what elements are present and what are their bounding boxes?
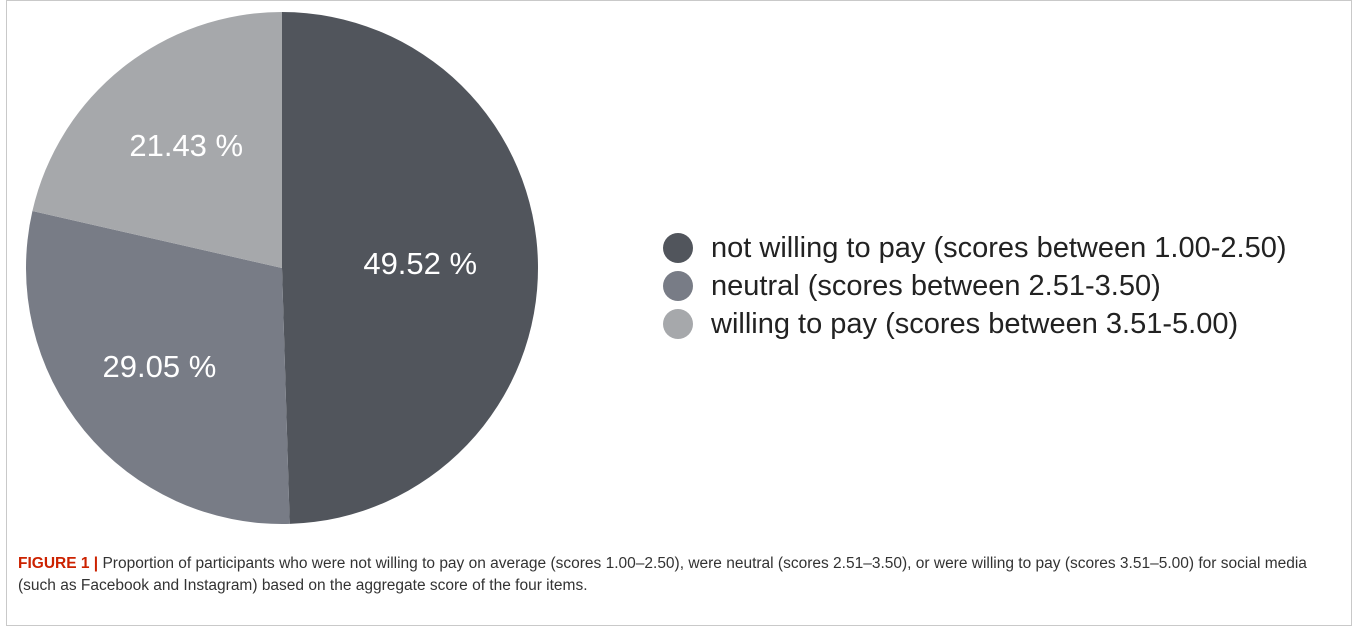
figure-caption-text: Proportion of participants who were not …: [18, 555, 1307, 594]
legend-marker-icon: [663, 271, 693, 301]
legend-item-3: willing to pay (scores between 3.51-5.00…: [663, 305, 1286, 343]
pie-slice-3: [32, 12, 282, 268]
figure-frame: 49.52 % 29.05 % 21.43 % not willing to pay…: [6, 0, 1352, 626]
legend-label: not willing to pay (scores between 1.00-…: [711, 231, 1287, 264]
pie-slice-label-3: 21.43 %: [129, 128, 243, 163]
pie-slice-1: [282, 12, 539, 524]
legend-marker-icon: [663, 233, 693, 263]
pie-slice-label-1: 49.52 %: [363, 246, 477, 281]
figure-caption-label: FIGURE 1 |: [18, 555, 99, 572]
pie-chart: 49.52 % 29.05 % 21.43 %: [25, 12, 539, 524]
legend-label: neutral (scores between 2.51-3.50): [711, 269, 1161, 302]
chart-legend: not willing to pay (scores between 1.00-…: [663, 229, 1286, 343]
pie-slice-2: [25, 211, 290, 524]
pie-slice-label-2: 29.05 %: [103, 349, 217, 384]
legend-marker-icon: [663, 309, 693, 339]
legend-label: willing to pay (scores between 3.51-5.00…: [711, 307, 1239, 340]
legend-item-1: not willing to pay (scores between 1.00-…: [663, 229, 1286, 267]
legend-item-2: neutral (scores between 2.51-3.50): [663, 267, 1286, 305]
figure-caption: FIGURE 1 | Proportion of participants wh…: [18, 553, 1338, 597]
